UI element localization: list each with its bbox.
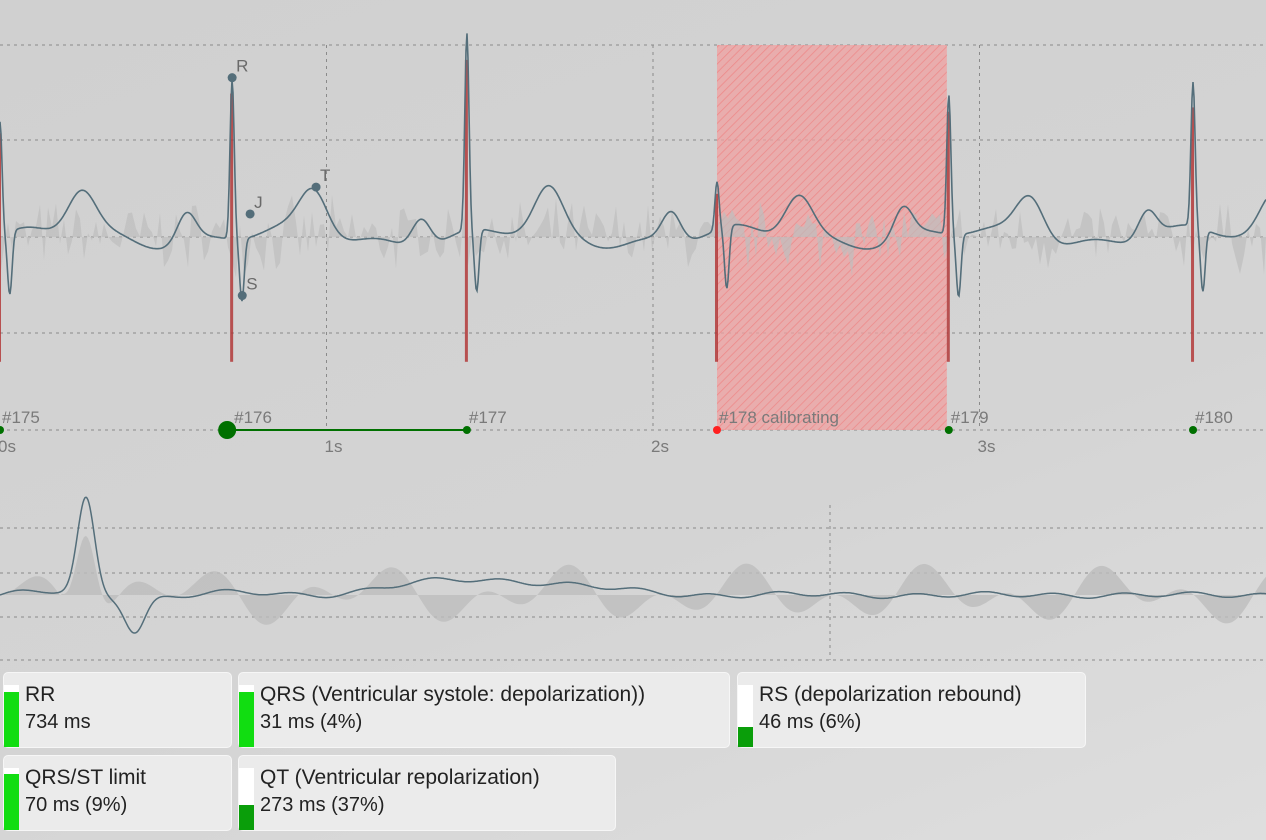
fiducial-point-s — [237, 291, 247, 301]
beat-marker-bar — [1191, 107, 1195, 362]
beat-dot — [0, 426, 4, 434]
card-rr: RR 734 ms — [3, 672, 232, 748]
level-fill — [738, 726, 753, 747]
fiducial-point-r — [227, 73, 237, 83]
card-value: 70 ms (9%) — [25, 794, 128, 816]
beat-marker-bar — [0, 133, 1, 362]
beat-marker-bar — [946, 111, 950, 362]
level-fill — [4, 774, 19, 830]
card-title: QRS/ST limit — [25, 766, 146, 789]
fiducial-point-j — [245, 209, 255, 219]
level-fill — [239, 805, 254, 830]
beat-dot — [712, 426, 721, 434]
level-fill — [239, 692, 254, 747]
raw-signal-area — [0, 535, 1266, 625]
fiducial-label: R — [236, 57, 248, 76]
x-tick-label: 0s — [0, 437, 16, 456]
level-bar — [239, 768, 254, 830]
card-title: QRS (Ventricular systole: depolarization… — [260, 683, 646, 706]
ecg-main-chart[interactable]: 0s 1s 2s 3s R S J T #175 #176 #177 #178 calibrating… — [0, 0, 1266, 470]
beat-detail-trace — [0, 496, 1266, 634]
beat-label: #179 — [951, 408, 989, 427]
card-value: 46 ms (6%) — [759, 711, 862, 733]
fiducial-label: T — [320, 166, 330, 185]
beat-label: #175 — [2, 408, 40, 427]
beat-marker-bar — [714, 193, 718, 362]
level-bar — [239, 685, 254, 747]
level-bar — [4, 685, 19, 747]
x-tick-label: 1s — [325, 437, 343, 456]
x-tick-label: 3s — [978, 437, 996, 456]
beat-dot — [944, 426, 953, 434]
fiducial-label: S — [246, 275, 257, 294]
beat-marker-bar — [464, 59, 468, 362]
card-value: 273 ms (37%) — [260, 794, 385, 816]
level-bar — [4, 768, 19, 830]
card-qrs-st-limit: QRS/ST limit 70 ms (9%) — [3, 755, 232, 831]
beat-dot — [1189, 426, 1198, 434]
level-fill — [4, 692, 19, 747]
beat-dot — [218, 421, 237, 439]
fiducial-point-t — [311, 182, 321, 192]
card-rs: RS (depolarization rebound) 46 ms (6%) — [737, 672, 1086, 748]
card-qt: QT (Ventricular repolarization) 273 ms (… — [238, 755, 616, 831]
beat-label: #177 — [469, 408, 507, 427]
fiducial-label: J — [254, 193, 263, 212]
ecg-beat-detail-chart: 0s0.5s — [0, 496, 1266, 661]
beat-label: #176 — [234, 408, 272, 427]
ecg-trace — [0, 33, 1266, 302]
level-bar — [738, 685, 753, 747]
x-tick-label: 2s — [651, 437, 669, 456]
beat-dot — [462, 426, 471, 434]
card-title: RS (depolarization rebound) — [759, 683, 1022, 706]
card-title: RR — [25, 683, 56, 706]
card-value: 734 ms — [25, 711, 91, 733]
beat-marker-bar — [230, 93, 234, 362]
beat-label: #178 calibrating — [719, 408, 839, 427]
card-qrs: QRS (Ventricular systole: depolarization… — [238, 672, 730, 748]
card-value: 31 ms (4%) — [260, 711, 363, 733]
card-title: QT (Ventricular repolarization) — [260, 766, 540, 789]
beat-label: #180 — [1195, 408, 1233, 427]
